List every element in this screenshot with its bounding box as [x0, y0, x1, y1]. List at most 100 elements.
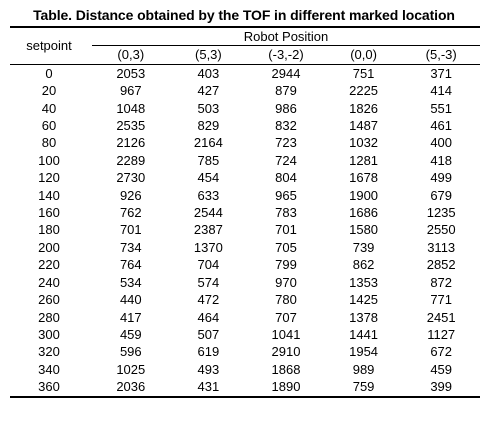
- distance-cell: 596: [119, 344, 142, 360]
- distance-cell: 431: [169, 378, 248, 398]
- distance-cell: 472: [197, 292, 220, 308]
- distance-cell: 464: [197, 309, 220, 325]
- distance-cell: 804: [275, 170, 297, 186]
- setpoint-cell: 240: [38, 274, 60, 290]
- distance-cell: 679: [430, 187, 453, 203]
- distance-cell: 371: [430, 65, 453, 81]
- distance-cell: 440: [119, 292, 142, 308]
- distance-cell: 417: [119, 309, 142, 325]
- table-row: 40 1048 503 986 1826 551: [10, 100, 480, 117]
- table-row: 340 1025 493 1868 989 459: [10, 361, 480, 378]
- table-row: 60 2535 829 832 1487 461: [10, 117, 480, 134]
- distance-cell: 454: [197, 170, 220, 186]
- distance-cell: 2387: [193, 222, 223, 238]
- distance-cell: 2053: [116, 65, 146, 81]
- distance-cell: 967: [119, 83, 142, 99]
- distance-cell: 1353: [349, 274, 379, 290]
- distance-cell: 1041: [271, 326, 301, 342]
- distance-cell: 724: [275, 152, 297, 168]
- distance-cell: 989: [352, 361, 375, 377]
- setpoint-cell: 260: [38, 292, 60, 308]
- setpoint-cell: 320: [38, 344, 60, 360]
- distance-cell: 1441: [349, 326, 379, 342]
- distance-cell: 2544: [193, 205, 223, 221]
- distance-cell: 1032: [349, 135, 379, 151]
- tof-distance-table: setpoint Robot Position (0,3) (5,3) (-3,…: [10, 25, 480, 398]
- distance-cell: 2126: [116, 135, 146, 151]
- distance-cell: 2225: [349, 83, 379, 99]
- setpoint-cell: 280: [38, 309, 60, 325]
- distance-cell: 2535: [116, 118, 146, 134]
- distance-cell: 1235: [426, 205, 456, 221]
- distance-cell: 534: [119, 274, 142, 290]
- setpoint-column-header: setpoint: [10, 25, 92, 65]
- position-column-header: (-3,-2): [247, 45, 325, 65]
- table-caption: Table. Distance obtained by the TOF in d…: [33, 7, 455, 23]
- distance-cell: 751: [352, 65, 375, 81]
- distance-cell: 503: [197, 100, 220, 116]
- distance-cell: 926: [119, 187, 142, 203]
- distance-cell: 1048: [116, 100, 146, 116]
- setpoint-cell: 160: [38, 205, 60, 221]
- distance-cell: 1425: [349, 292, 379, 308]
- distance-cell: 2289: [116, 152, 146, 168]
- distance-cell: 723: [275, 135, 297, 151]
- distance-cell: 771: [430, 292, 453, 308]
- setpoint-cell: 40: [41, 100, 57, 116]
- distance-cell: 1686: [349, 205, 379, 221]
- distance-cell: 739: [352, 239, 375, 255]
- distance-cell: 704: [197, 257, 220, 273]
- distance-cell: 461: [430, 118, 453, 134]
- table-row: 100 2289 785 724 1281 418: [10, 152, 480, 169]
- distance-cell: 2036: [92, 378, 170, 398]
- distance-cell: 399: [402, 378, 480, 398]
- distance-cell: 427: [197, 83, 220, 99]
- distance-cell: 2730: [116, 170, 146, 186]
- distance-cell: 734: [119, 239, 142, 255]
- distance-cell: 862: [352, 257, 375, 273]
- distance-cell: 1900: [349, 187, 379, 203]
- table-row: 160 762 2544 783 1686 1235: [10, 204, 480, 221]
- distance-cell: 1370: [193, 239, 223, 255]
- distance-cell: 1127: [427, 326, 456, 342]
- distance-cell: 1487: [349, 118, 379, 134]
- position-column-header: (0,3): [92, 45, 170, 65]
- distance-cell: 418: [430, 152, 453, 168]
- distance-cell: 965: [275, 187, 297, 203]
- setpoint-cell: 100: [38, 152, 60, 168]
- distance-cell: 829: [197, 118, 220, 134]
- distance-cell: 762: [119, 205, 142, 221]
- setpoint-cell: 60: [41, 118, 57, 134]
- distance-cell: 780: [275, 292, 297, 308]
- distance-cell: 493: [197, 361, 220, 377]
- distance-cell: 1890: [247, 378, 325, 398]
- setpoint-cell: 80: [41, 135, 57, 151]
- setpoint-cell: 200: [38, 239, 60, 255]
- distance-cell: 2944: [271, 65, 301, 81]
- distance-cell: 459: [119, 326, 142, 342]
- table-row: 80 2126 2164 723 1032 400: [10, 134, 480, 151]
- distance-cell: 2550: [426, 222, 456, 238]
- distance-cell: 986: [275, 100, 297, 116]
- distance-cell: 2451: [426, 309, 456, 325]
- table-row: 260 440 472 780 1425 771: [10, 291, 480, 308]
- distance-cell: 970: [275, 274, 297, 290]
- table-row: 300 459 507 1041 1441 1127: [10, 326, 480, 343]
- distance-cell: 574: [197, 274, 220, 290]
- distance-cell: 872: [430, 274, 453, 290]
- distance-cell: 701: [119, 222, 142, 238]
- distance-cell: 2164: [193, 135, 223, 151]
- table-row: 280 417 464 707 1378 2451: [10, 309, 480, 326]
- distance-cell: 3113: [427, 239, 456, 255]
- distance-cell: 414: [430, 83, 453, 99]
- setpoint-cell: 140: [38, 187, 60, 203]
- setpoint-cell: 20: [41, 83, 57, 99]
- distance-cell: 499: [430, 170, 453, 186]
- distance-cell: 1281: [349, 152, 379, 168]
- distance-cell: 400: [430, 135, 453, 151]
- position-column-header: (0,0): [324, 45, 403, 65]
- distance-cell: 701: [275, 222, 297, 238]
- position-header-row: (0,3) (5,3) (-3,-2) (0,0) (5,-3): [10, 45, 480, 65]
- distance-cell: 1868: [271, 361, 301, 377]
